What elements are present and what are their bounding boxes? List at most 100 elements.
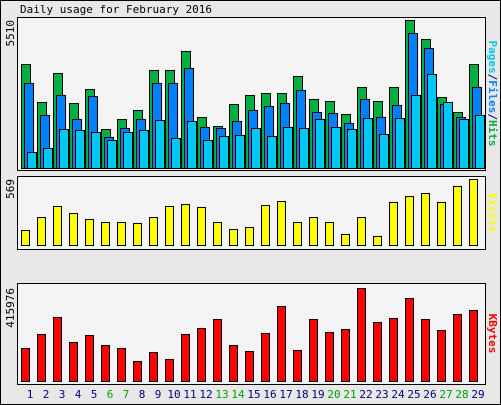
bar	[117, 348, 126, 383]
bar	[331, 127, 341, 169]
legend-entry: Visits	[486, 193, 499, 233]
x-tick-label: 26	[423, 388, 436, 401]
x-tick-label: 5	[91, 388, 98, 401]
x-tick-label: 13	[215, 388, 228, 401]
x-tick-label: 9	[155, 388, 162, 401]
bar	[293, 222, 302, 246]
bar	[325, 331, 334, 382]
bar	[21, 348, 30, 383]
bar	[69, 342, 78, 382]
bar	[229, 228, 238, 246]
legend-entry: Files	[486, 80, 499, 113]
bar	[261, 332, 270, 382]
x-tick-label: 20	[327, 388, 340, 401]
bar	[315, 119, 325, 169]
bar	[229, 345, 238, 382]
bar	[379, 133, 389, 169]
bar	[59, 128, 69, 170]
bar	[75, 129, 85, 169]
legend-separator: /	[486, 113, 499, 120]
bar	[85, 219, 94, 247]
bar	[469, 310, 478, 383]
bar	[245, 227, 254, 246]
bar	[85, 334, 94, 382]
bar	[341, 328, 350, 382]
bar	[325, 222, 334, 246]
bar	[389, 201, 398, 247]
bar	[357, 217, 366, 247]
bar	[245, 350, 254, 383]
bar	[299, 128, 309, 169]
bar	[421, 319, 430, 382]
x-tick-label: 25	[407, 388, 420, 401]
bar	[37, 333, 46, 382]
bar	[235, 134, 245, 170]
x-tick-label: 11	[183, 388, 196, 401]
legend-entry: Pages	[486, 41, 499, 74]
x-tick-label: 4	[75, 388, 82, 401]
bar	[37, 217, 46, 247]
y-tick-label: 415976	[4, 288, 17, 328]
bar	[405, 196, 414, 246]
x-tick-label: 3	[59, 388, 66, 401]
x-tick-label: 7	[123, 388, 130, 401]
x-tick-label: 1	[27, 388, 34, 401]
bar	[261, 204, 270, 246]
bar	[21, 230, 30, 247]
bar	[373, 322, 382, 383]
bar	[277, 305, 286, 382]
x-tick-label: 21	[343, 388, 356, 401]
legend-entry: KBytes	[486, 314, 499, 354]
bar	[469, 179, 478, 246]
x-tick-label: 27	[439, 388, 452, 401]
x-tick-label: 19	[311, 388, 324, 401]
bar	[411, 94, 421, 169]
bar	[389, 318, 398, 382]
bar	[43, 147, 53, 169]
bar	[69, 212, 78, 247]
bar	[91, 132, 101, 170]
x-tick-label: 23	[375, 388, 388, 401]
bar	[293, 349, 302, 383]
bar	[421, 193, 430, 247]
legend: Pages/Files/Hits	[486, 41, 499, 147]
y-tick-label: 569	[4, 179, 17, 199]
bar	[101, 345, 110, 382]
bar	[213, 222, 222, 246]
bar	[165, 206, 174, 247]
bar	[251, 128, 261, 169]
x-tick-label: 22	[359, 388, 372, 401]
bar	[53, 317, 62, 382]
bar	[133, 361, 142, 382]
bar	[277, 201, 286, 246]
bar	[139, 129, 149, 169]
bar	[53, 206, 62, 247]
bar	[453, 185, 462, 246]
bar	[123, 132, 133, 170]
bar	[181, 204, 190, 246]
x-tick-label: 10	[167, 388, 180, 401]
x-tick-label: 17	[279, 388, 292, 401]
bar	[363, 118, 373, 170]
bar	[437, 329, 446, 382]
bar	[373, 235, 382, 246]
bar	[357, 288, 366, 382]
bar	[181, 333, 190, 382]
bar	[437, 201, 446, 247]
x-tick-label: 2	[43, 388, 50, 401]
legend: KBytes	[486, 314, 499, 354]
bar	[197, 206, 206, 246]
bar	[219, 136, 229, 169]
bar	[267, 136, 277, 169]
bar	[171, 137, 181, 170]
bar	[203, 140, 213, 169]
bar	[27, 151, 37, 169]
x-tick-label: 29	[471, 388, 484, 401]
bar	[453, 313, 462, 382]
bar	[117, 222, 126, 246]
bar	[309, 217, 318, 247]
bar	[443, 102, 453, 169]
legend-separator: /	[486, 74, 499, 81]
y-tick-label: 5510	[4, 20, 17, 47]
